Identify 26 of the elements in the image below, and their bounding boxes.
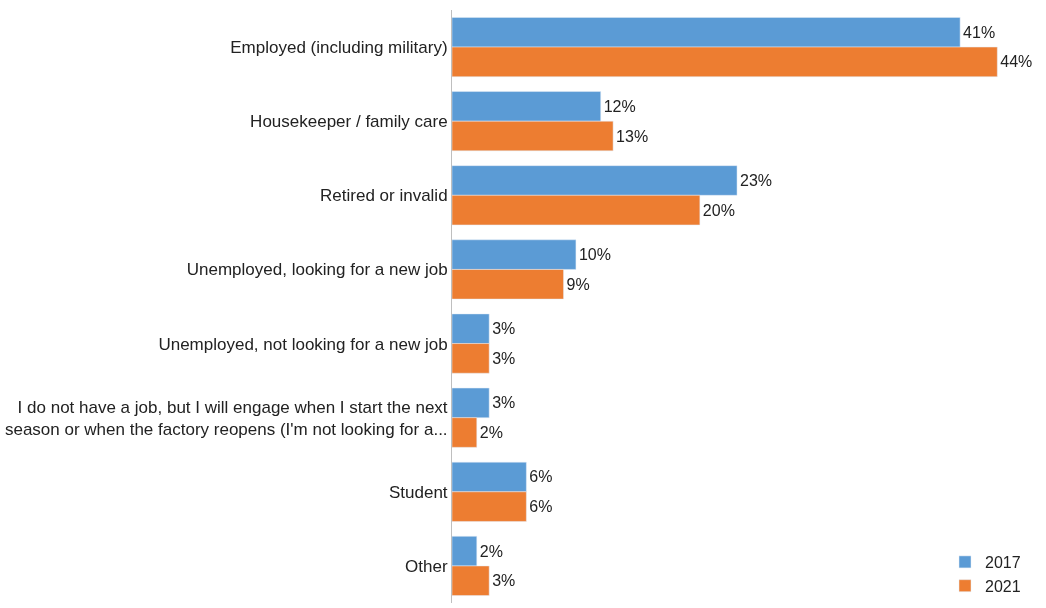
y-tick-label: Retired or invalid [320, 186, 448, 206]
y-tick-label: Housekeeper / family care [250, 112, 448, 132]
data-label: 12% [603, 97, 636, 115]
y-tick-label: I do not have a job, but I will engage when I start the next season or when the factory reopens (I'm not looking for a... [4, 397, 448, 439]
y-tick-label: Employed (including military) [230, 38, 448, 58]
y-tick-label: Other [405, 556, 448, 576]
data-label: 2% [479, 542, 503, 560]
data-label: 44% [1000, 53, 1033, 71]
y-tick-label: Student [388, 482, 448, 502]
data-label: 3% [492, 349, 516, 367]
legend-label: 2021 [985, 577, 1021, 595]
data-label: 3% [492, 572, 516, 590]
data-label: 6% [529, 468, 553, 486]
data-label: 41% [963, 23, 996, 41]
data-label: 20% [702, 201, 735, 219]
y-tick-label: Unemployed, looking for a new job [186, 260, 448, 280]
legend-label: 2017 [985, 554, 1021, 572]
data-label: 23% [740, 171, 773, 189]
data-label: 3% [492, 394, 516, 412]
y-tick-label: Unemployed, not looking for a new job [158, 334, 448, 354]
data-label: 6% [529, 498, 553, 516]
data-label: 10% [578, 246, 611, 264]
data-label: 2% [479, 424, 503, 442]
data-label: 3% [492, 320, 516, 338]
data-label: 13% [616, 127, 649, 145]
data-label: 9% [566, 275, 590, 293]
